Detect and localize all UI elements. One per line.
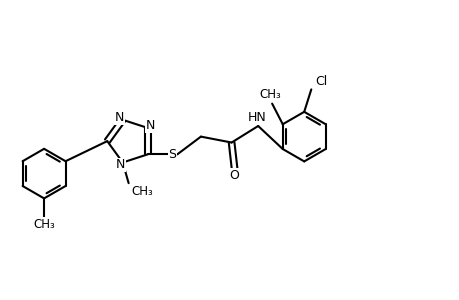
Text: N: N	[115, 111, 124, 124]
Text: S: S	[168, 148, 176, 161]
Text: O: O	[229, 169, 239, 182]
Text: CH₃: CH₃	[33, 218, 55, 231]
Text: N: N	[115, 158, 125, 171]
Text: HN: HN	[247, 111, 266, 124]
Text: Cl: Cl	[314, 75, 326, 88]
Text: N: N	[146, 119, 155, 132]
Text: CH₃: CH₃	[258, 88, 280, 101]
Text: CH₃: CH₃	[131, 185, 153, 199]
